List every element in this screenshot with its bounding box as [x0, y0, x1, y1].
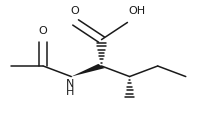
Text: O: O	[39, 26, 48, 36]
Text: H: H	[66, 87, 74, 97]
Polygon shape	[71, 64, 105, 77]
Text: N: N	[66, 79, 74, 89]
Text: OH: OH	[129, 6, 146, 16]
Text: O: O	[70, 6, 79, 16]
